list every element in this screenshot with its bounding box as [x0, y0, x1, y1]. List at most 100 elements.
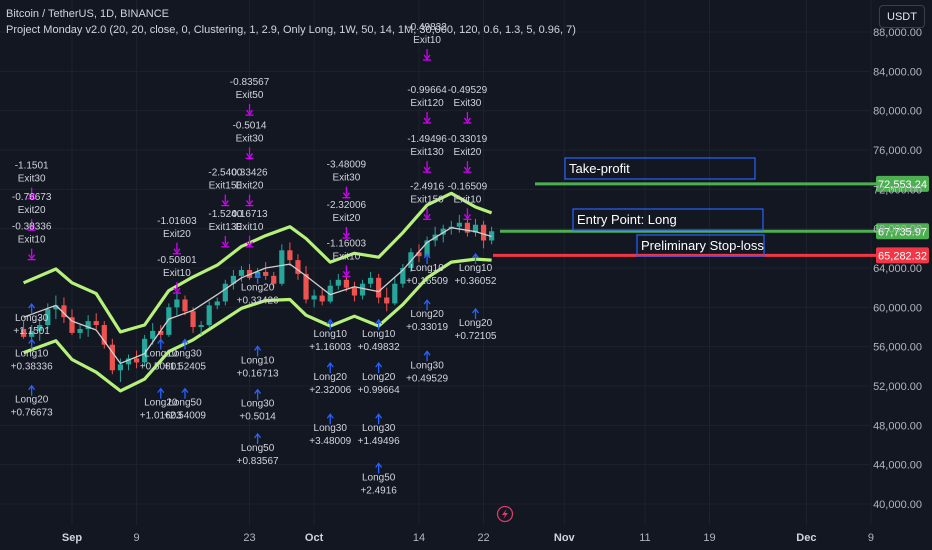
price-tick-label: 60,000.00 [873, 302, 922, 314]
time-tick-label: 11 [639, 532, 650, 544]
candle-body [464, 222, 471, 233]
long-arrow-head [423, 252, 431, 259]
exit-arrow-head [246, 241, 254, 247]
stop-loss-price-tag [876, 247, 929, 264]
long-arrow-head [326, 318, 334, 325]
long-signal-label: Long20 [362, 372, 396, 383]
long-signal: Long20 +0.99664 [358, 362, 400, 396]
exit-signal-label: Exit20 [454, 147, 482, 158]
exit-arrow-head [246, 109, 254, 116]
candle-body [158, 330, 164, 335]
price-tick-label: 68,000.00 [873, 224, 922, 236]
take-profit-label: Take-profit [569, 161, 630, 176]
exit-arrow-head [28, 224, 36, 231]
long-arrow-head [254, 345, 262, 351]
time-tick-label: 19 [703, 532, 715, 544]
candle-body [472, 224, 479, 233]
exit-signal: -0.49832 Exit10 [407, 22, 447, 61]
long-signal-label: Long30 [168, 349, 202, 360]
long-signal-label: Long20 [241, 283, 275, 294]
exit-signal: -1.16003 Exit10 [327, 238, 367, 278]
long-signal-label: Long30 [410, 360, 444, 371]
long-signal-label: Long20 [144, 398, 178, 409]
exit-signal-label: Exit10 [18, 235, 46, 246]
exit-signal-value: -0.49529 [448, 85, 488, 96]
exit-arrow-head [423, 117, 431, 124]
entry-box [572, 208, 764, 231]
lightning-icon[interactable] [496, 505, 514, 523]
grid-lines [0, 0, 872, 525]
long-arrow-head [254, 388, 262, 395]
long-signal: Long50 +2.54009 [164, 387, 206, 422]
currency-selector[interactable]: USDT [879, 5, 925, 28]
exit-signal: -1.49496 Exit130 [407, 134, 447, 173]
exit-signal-label: Exit10 [454, 194, 482, 205]
time-axis[interactable]: Sep 9 23 Oct 14 22 Nov 11 19 Dec 9 [62, 532, 874, 544]
long-signal-label: Long10 [410, 263, 444, 274]
long-signal-label: Long20 [314, 372, 348, 383]
long-signal: Long10 +0.16509 [406, 252, 449, 287]
exit-signal-value: -1.01603 [157, 216, 197, 227]
exit-arrow-head [423, 213, 431, 220]
candle-body [271, 275, 277, 284]
signal-annotations: -1.1501 Exit30 -0.76673 Exit20 -0.38336 Exit1… [11, 22, 497, 496]
entry-label: Entry Point: Long [577, 212, 677, 227]
exit-signal: -0.76673 Exit20 [12, 192, 52, 231]
long-signal: Long30 +0.49529 [406, 350, 449, 384]
upper-band [22, 191, 493, 334]
exit-arrow-head [342, 232, 350, 239]
time-tick-label: Oct [305, 532, 324, 544]
candle-body [20, 328, 27, 337]
exit-signal: 0.16713 Exit10 [231, 209, 268, 248]
time-tick-label: 23 [243, 532, 255, 544]
candle-body [327, 285, 333, 302]
long-arrow-head [181, 387, 189, 394]
exit-signal-value: -2.5400 [208, 168, 242, 179]
long-signal-label: Long30 [362, 423, 396, 434]
candle-body [384, 297, 390, 304]
exit-signal-label: Exit20 [332, 213, 360, 224]
candle-body [440, 228, 446, 235]
entry-price-tag [876, 223, 929, 240]
exit-signal: -1.5240 Exit130 [208, 209, 243, 248]
long-signal-value: +2.54009 [164, 411, 206, 422]
price-tick-label: 72,000.00 [873, 184, 922, 196]
long-signal-label: Long50 [362, 472, 396, 483]
indicator-title[interactable]: Project Monday v2.0 (20, 20, close, 0, C… [6, 24, 576, 36]
stop-loss-level: Preliminary Stop-loss 65,282.32 [493, 234, 929, 264]
candle-body [29, 330, 35, 337]
exit-signal: -0.99664 Exit120 [407, 85, 447, 124]
candle-body [198, 325, 204, 327]
price-tick-label: 48,000.00 [873, 420, 922, 432]
long-signal-value: +0.49529 [406, 373, 448, 384]
long-signal-value: +1.49496 [358, 436, 400, 447]
long-arrow-head [28, 384, 36, 391]
long-signal: Long30 +1.1501 [13, 303, 50, 337]
exit-arrow-head [221, 241, 229, 247]
price-tick-label: 76,000.00 [873, 145, 922, 157]
price-axis[interactable]: 40,000.00 44,000.00 48,000.00 52,000.00 56,0… [873, 27, 922, 511]
candle-body [424, 240, 430, 257]
long-signal-value: +1.01603 [140, 411, 182, 422]
candle-body [37, 325, 43, 331]
stop-loss-label: Preliminary Stop-loss [641, 238, 764, 253]
candle-body [101, 325, 107, 345]
long-arrow-head [254, 272, 262, 279]
exit-arrow-head [342, 270, 350, 277]
long-arrow-head [423, 299, 431, 305]
exit-signal-value: -1.16003 [327, 238, 367, 249]
exit-signal-value: -0.83567 [230, 77, 270, 88]
candle-body [125, 358, 132, 365]
symbol-title[interactable]: Bitcoin / TetherUS, 1D, BINANCE [6, 8, 170, 20]
long-signal-value: +0.99664 [358, 385, 400, 396]
long-signal: Long10 +1.16003 [309, 318, 352, 353]
long-signal-value: +0.36052 [455, 276, 497, 287]
candle-body [190, 311, 196, 327]
exit-arrow-head [423, 166, 431, 173]
long-signal: Long30 +3.48009 [309, 413, 352, 447]
long-signal: Long50 +0.83567 [237, 432, 279, 467]
long-arrow-head [181, 338, 189, 344]
lower-band [23, 257, 492, 393]
